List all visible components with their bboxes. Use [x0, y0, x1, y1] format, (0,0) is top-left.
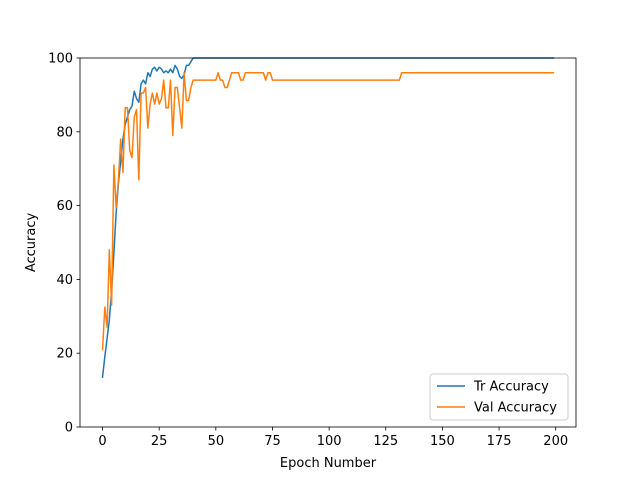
legend-label-val-accuracy: Val Accuracy [474, 401, 557, 416]
x-axis-label: Epoch Number [280, 456, 377, 471]
x-tick-label: 50 [208, 434, 225, 449]
y-tick-label: 20 [56, 347, 73, 362]
x-tick-label: 0 [98, 434, 106, 449]
x-tick-label: 125 [373, 434, 398, 449]
plot-area [80, 58, 576, 427]
legend-label-tr-accuracy: Tr Accuracy [473, 380, 549, 395]
x-axis-ticks: 0 25 50 75 100 125 150 175 200 [98, 427, 568, 449]
x-tick-label: 100 [317, 434, 342, 449]
y-axis-label: Accuracy [24, 213, 39, 273]
axes-spines [79, 57, 577, 428]
y-axis-ticks: 0 20 40 60 80 100 [48, 52, 80, 436]
x-tick-label: 25 [151, 434, 168, 449]
y-tick-label: 80 [56, 125, 73, 140]
legend: Tr Accuracy Val Accuracy [429, 373, 569, 421]
y-tick-label: 0 [65, 421, 73, 436]
x-tick-label: 200 [543, 434, 568, 449]
y-tick-label: 100 [48, 52, 73, 67]
y-tick-label: 60 [56, 199, 73, 214]
axes-frame [79, 57, 577, 428]
y-tick-label: 40 [56, 273, 73, 288]
x-tick-label: 150 [430, 434, 455, 449]
series-line-val-accuracy [101, 72, 555, 351]
x-tick-label: 75 [264, 434, 281, 449]
x-tick-label: 175 [487, 434, 512, 449]
